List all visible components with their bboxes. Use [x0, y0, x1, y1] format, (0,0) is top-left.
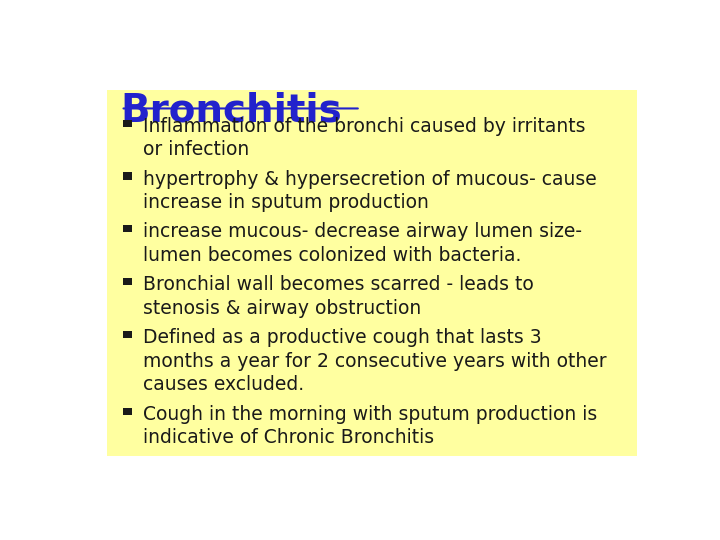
Text: Inflammation of the bronchi caused by irritants
or infection: Inflammation of the bronchi caused by ir… — [143, 117, 585, 159]
Text: Bronchitis: Bronchitis — [121, 92, 343, 130]
Bar — [123, 120, 132, 127]
Text: Bronchial wall becomes scarred - leads to
stenosis & airway obstruction: Bronchial wall becomes scarred - leads t… — [143, 275, 534, 318]
Text: hypertrophy & hypersecretion of mucous- cause
increase in sputum production: hypertrophy & hypersecretion of mucous- … — [143, 170, 597, 212]
Bar — [123, 278, 132, 285]
Text: increase mucous- decrease airway lumen size-
lumen becomes colonized with bacter: increase mucous- decrease airway lumen s… — [143, 222, 582, 265]
Text: Defined as a productive cough that lasts 3
months a year for 2 consecutive years: Defined as a productive cough that lasts… — [143, 328, 607, 394]
Bar — [123, 225, 132, 232]
Bar — [123, 331, 132, 338]
Text: Cough in the morning with sputum production is
indicative of Chronic Bronchitis: Cough in the morning with sputum product… — [143, 404, 598, 447]
Bar — [123, 172, 132, 180]
FancyBboxPatch shape — [107, 90, 637, 456]
Bar — [123, 408, 132, 415]
